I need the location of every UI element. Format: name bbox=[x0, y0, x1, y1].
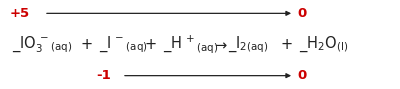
Text: $\mathsf{\rightarrow}$: $\mathsf{\rightarrow}$ bbox=[212, 37, 228, 52]
Text: $\mathsf{\_H_2O_{(l)}}$: $\mathsf{\_H_2O_{(l)}}$ bbox=[299, 35, 348, 54]
Text: $\mathsf{\_H^{\,+}}_{\mathsf{(aq)}}$: $\mathsf{\_H^{\,+}}_{\mathsf{(aq)}}$ bbox=[163, 34, 218, 55]
Text: $\mathsf{\_I^{\,-}}_{\mathsf{(aq)}}$: $\mathsf{\_I^{\,-}}_{\mathsf{(aq)}}$ bbox=[99, 34, 148, 55]
Text: $\mathsf{+}$: $\mathsf{+}$ bbox=[80, 37, 93, 52]
Text: $\mathsf{\_IO_3^{\,-}}_{\mathsf{(aq)}}$: $\mathsf{\_IO_3^{\,-}}_{\mathsf{(aq)}}$ bbox=[12, 34, 72, 55]
Text: +5: +5 bbox=[9, 7, 29, 20]
Text: $\mathsf{+}$: $\mathsf{+}$ bbox=[280, 37, 293, 52]
Text: $\mathsf{\_I_{2(aq)}}$: $\mathsf{\_I_{2(aq)}}$ bbox=[228, 34, 268, 55]
Text: 0: 0 bbox=[297, 69, 307, 82]
Text: $\mathsf{+}$: $\mathsf{+}$ bbox=[144, 37, 157, 52]
Text: -1: -1 bbox=[96, 69, 110, 82]
Text: 0: 0 bbox=[297, 7, 307, 20]
